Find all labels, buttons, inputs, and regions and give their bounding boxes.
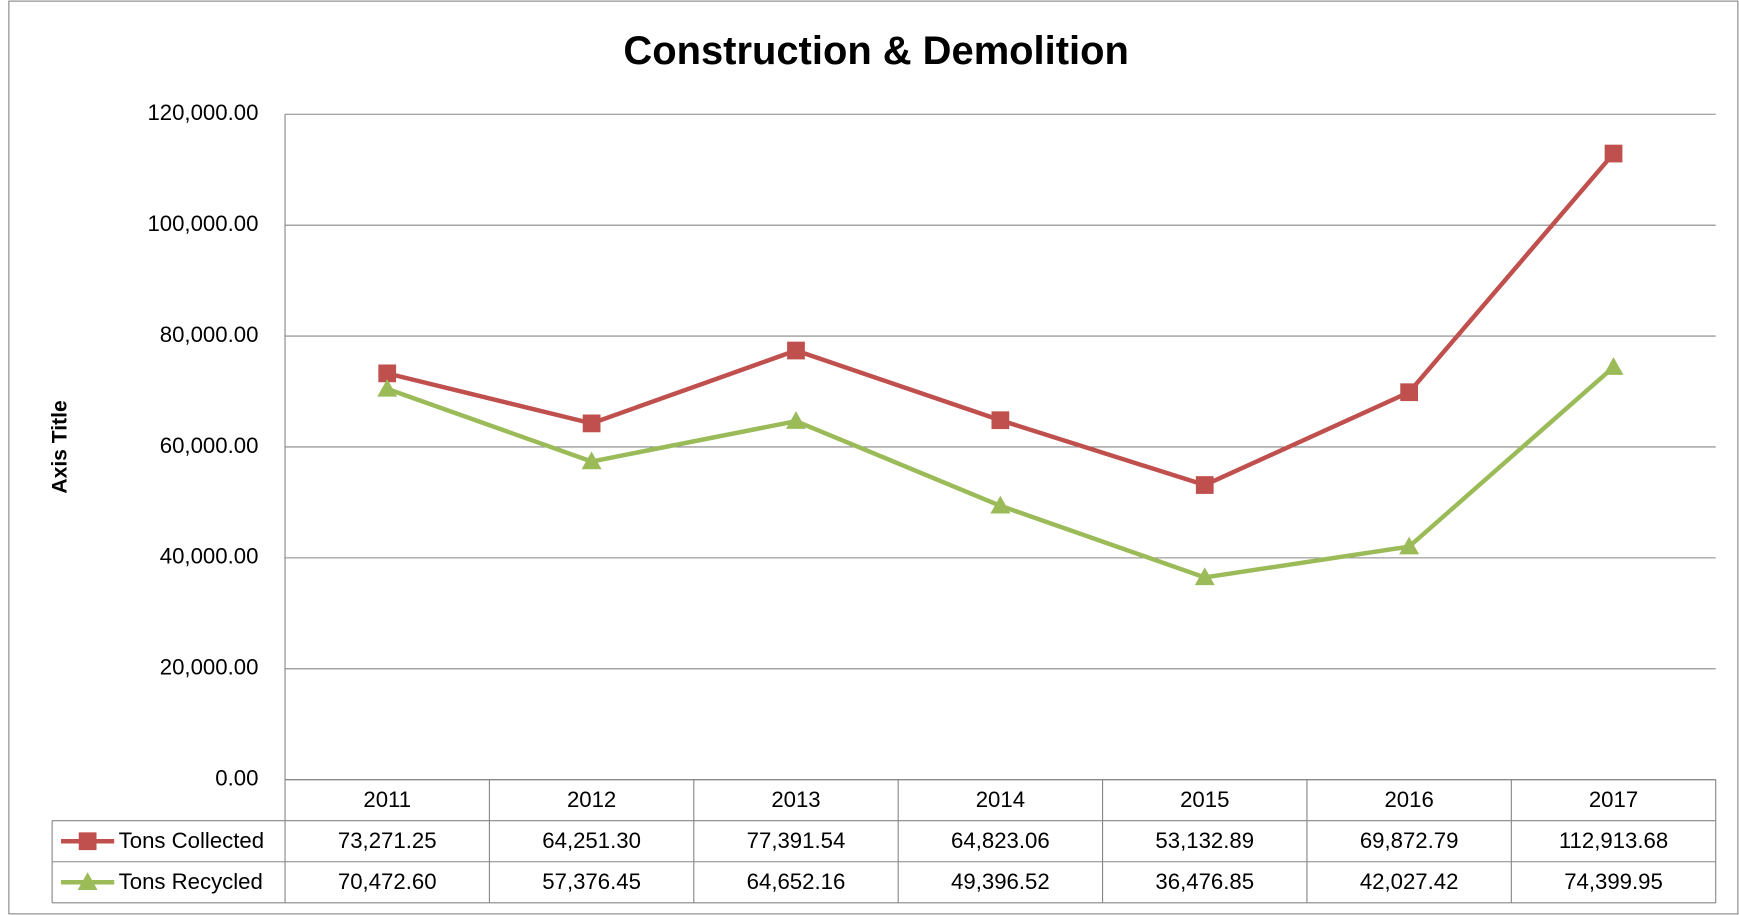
x-tick-label: 2013 xyxy=(771,787,820,812)
series-marker xyxy=(582,414,601,433)
y-tick-label: 80,000.00 xyxy=(160,322,259,347)
chart-title: Construction & Demolition xyxy=(623,29,1128,73)
x-tick-label: 2012 xyxy=(567,787,616,812)
series-marker xyxy=(1603,357,1624,375)
series-marker xyxy=(1195,476,1214,494)
table-value: 69,872.79 xyxy=(1360,828,1459,853)
series-marker xyxy=(1399,536,1420,555)
table-value: 112,913.68 xyxy=(1559,828,1668,853)
series-marker xyxy=(990,495,1011,514)
y-axis-title: Axis Title xyxy=(49,400,72,493)
table-value: 49,396.52 xyxy=(951,869,1050,894)
table-value: 64,652.16 xyxy=(747,869,846,894)
y-tick-label: 100,000.00 xyxy=(147,211,258,236)
series-marker xyxy=(1604,144,1623,163)
table-value: 70,472.60 xyxy=(338,869,437,894)
table-value: 64,823.06 xyxy=(951,828,1050,853)
x-tick-label: 2014 xyxy=(976,787,1025,812)
series-marker xyxy=(581,451,602,470)
series-marker xyxy=(786,411,806,429)
table-value: 74,399.95 xyxy=(1564,869,1663,894)
table-value: 42,027.42 xyxy=(1360,869,1459,894)
chart-frame xyxy=(8,0,1739,915)
y-tick-label: 60,000.00 xyxy=(160,433,259,458)
y-tick-label: 20,000.00 xyxy=(160,655,259,680)
table-value: 73,271.25 xyxy=(338,828,437,853)
table-value: 64,251.30 xyxy=(542,828,641,853)
x-tick-label: 2015 xyxy=(1180,787,1229,812)
y-tick-label: 0.00 xyxy=(215,766,258,791)
x-tick-label: 2016 xyxy=(1384,787,1433,812)
y-tick-label: 40,000.00 xyxy=(160,544,259,569)
x-tick-label: 2011 xyxy=(363,787,411,812)
legend-marker xyxy=(78,832,97,851)
legend-marker xyxy=(77,872,98,891)
legend-label: Tons Recycled xyxy=(119,869,263,894)
series-marker xyxy=(377,378,398,397)
series-marker xyxy=(991,411,1010,430)
series-marker xyxy=(1400,383,1419,402)
table-value: 36,476.85 xyxy=(1155,869,1254,894)
table-value: 77,391.54 xyxy=(747,828,846,853)
series-marker xyxy=(1194,567,1215,586)
table-value: 57,376.45 xyxy=(542,869,641,894)
legend-label: Tons Collected xyxy=(119,828,264,853)
series-marker xyxy=(378,364,397,383)
x-tick-label: 2017 xyxy=(1589,787,1638,812)
table-value: 53,132.89 xyxy=(1155,828,1254,853)
series-marker xyxy=(787,341,805,360)
y-tick-label: 120,000.00 xyxy=(147,100,258,125)
